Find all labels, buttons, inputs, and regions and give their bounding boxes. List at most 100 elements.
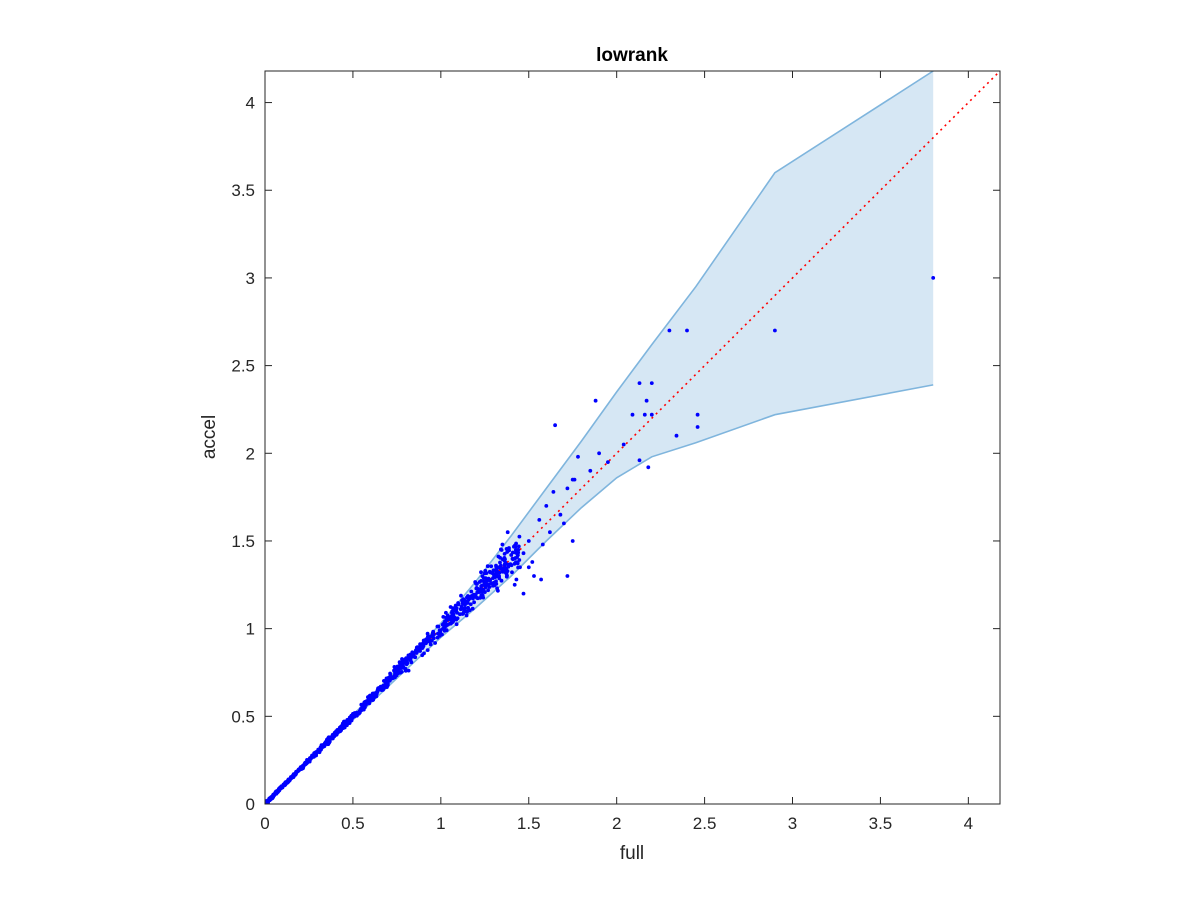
data-point — [468, 602, 473, 607]
data-point — [642, 412, 647, 417]
data-point — [510, 570, 514, 575]
y-tick-label: 3.5 — [231, 181, 255, 200]
data-point — [392, 669, 397, 674]
data-point — [486, 576, 491, 581]
data-point — [265, 801, 268, 804]
data-point — [530, 560, 535, 564]
data-point — [268, 797, 273, 802]
data-point — [387, 675, 391, 680]
data-point — [438, 633, 442, 637]
data-point — [405, 659, 409, 663]
x-tick-label: 1.5 — [517, 814, 541, 833]
data-point — [425, 631, 430, 636]
data-point — [551, 490, 556, 494]
data-point — [695, 412, 700, 417]
data-point — [500, 557, 505, 562]
data-point — [360, 708, 364, 712]
axis-ticks: 0 0.5 1 1.5 2 2.5 3 3.5 4 0 0.5 1 1.5 2 2.5 3 3.5 4 — [231, 71, 1000, 833]
data-point — [495, 565, 499, 570]
data-point — [433, 641, 437, 645]
data-point — [479, 584, 484, 589]
data-point — [773, 328, 777, 333]
data-point — [471, 592, 476, 597]
y-tick-label: 1.5 — [231, 532, 255, 551]
data-point — [428, 642, 433, 647]
data-point — [441, 627, 446, 631]
data-point — [271, 793, 276, 797]
data-point — [492, 580, 496, 585]
x-tick-label: 3.5 — [869, 814, 893, 833]
data-point — [482, 571, 487, 576]
data-point — [514, 541, 518, 546]
data-point — [451, 619, 456, 624]
data-point — [637, 458, 642, 463]
scatter-points — [265, 276, 936, 804]
data-point — [485, 564, 490, 569]
data-point — [484, 579, 489, 584]
data-point — [572, 477, 577, 482]
data-point — [383, 683, 387, 688]
data-point — [334, 732, 339, 737]
data-point — [441, 615, 446, 619]
data-point — [406, 653, 411, 658]
data-point — [518, 565, 522, 570]
data-point — [341, 724, 346, 729]
data-point — [499, 547, 503, 552]
data-point — [484, 584, 488, 589]
data-point — [371, 694, 375, 699]
x-tick-label: 0 — [260, 814, 269, 833]
data-point — [480, 590, 485, 594]
y-axis-label: accel — [199, 415, 220, 459]
data-point — [403, 666, 408, 671]
data-point — [285, 779, 290, 784]
data-point — [502, 565, 507, 570]
data-point — [548, 530, 552, 535]
data-point — [505, 530, 510, 535]
data-point — [448, 605, 453, 609]
data-point — [491, 576, 495, 580]
data-point — [425, 648, 430, 652]
data-point — [649, 412, 654, 417]
data-point — [509, 553, 514, 557]
data-point — [516, 547, 521, 552]
data-point — [466, 605, 470, 610]
data-point — [426, 634, 430, 639]
data-point — [464, 613, 469, 618]
data-point — [931, 276, 936, 280]
data-point — [508, 562, 513, 566]
data-point — [392, 665, 397, 669]
data-point — [461, 611, 466, 616]
data-point — [695, 425, 700, 429]
data-point — [338, 728, 342, 732]
data-point — [606, 460, 610, 464]
data-point — [408, 656, 413, 660]
data-point — [513, 545, 518, 549]
confidence-band — [265, 71, 934, 804]
data-point — [367, 699, 372, 703]
data-point — [502, 552, 507, 556]
data-point — [475, 590, 480, 595]
data-point — [674, 433, 679, 438]
data-point — [291, 773, 296, 778]
data-point — [344, 722, 349, 726]
data-point — [497, 570, 502, 575]
data-point — [644, 398, 649, 403]
data-point — [409, 660, 414, 665]
data-point — [431, 632, 436, 637]
data-point — [514, 551, 518, 555]
data-point — [544, 504, 549, 508]
y-tick-label: 2.5 — [231, 357, 255, 376]
data-point — [373, 691, 377, 696]
data-point — [326, 739, 331, 744]
data-point — [510, 556, 515, 561]
data-point — [479, 570, 483, 575]
data-point — [481, 576, 486, 580]
data-point — [464, 599, 469, 604]
data-point — [512, 582, 517, 587]
reference-line — [265, 71, 1000, 804]
data-point — [565, 574, 570, 578]
data-point — [481, 579, 486, 584]
data-point — [454, 606, 459, 611]
data-point — [472, 600, 476, 605]
